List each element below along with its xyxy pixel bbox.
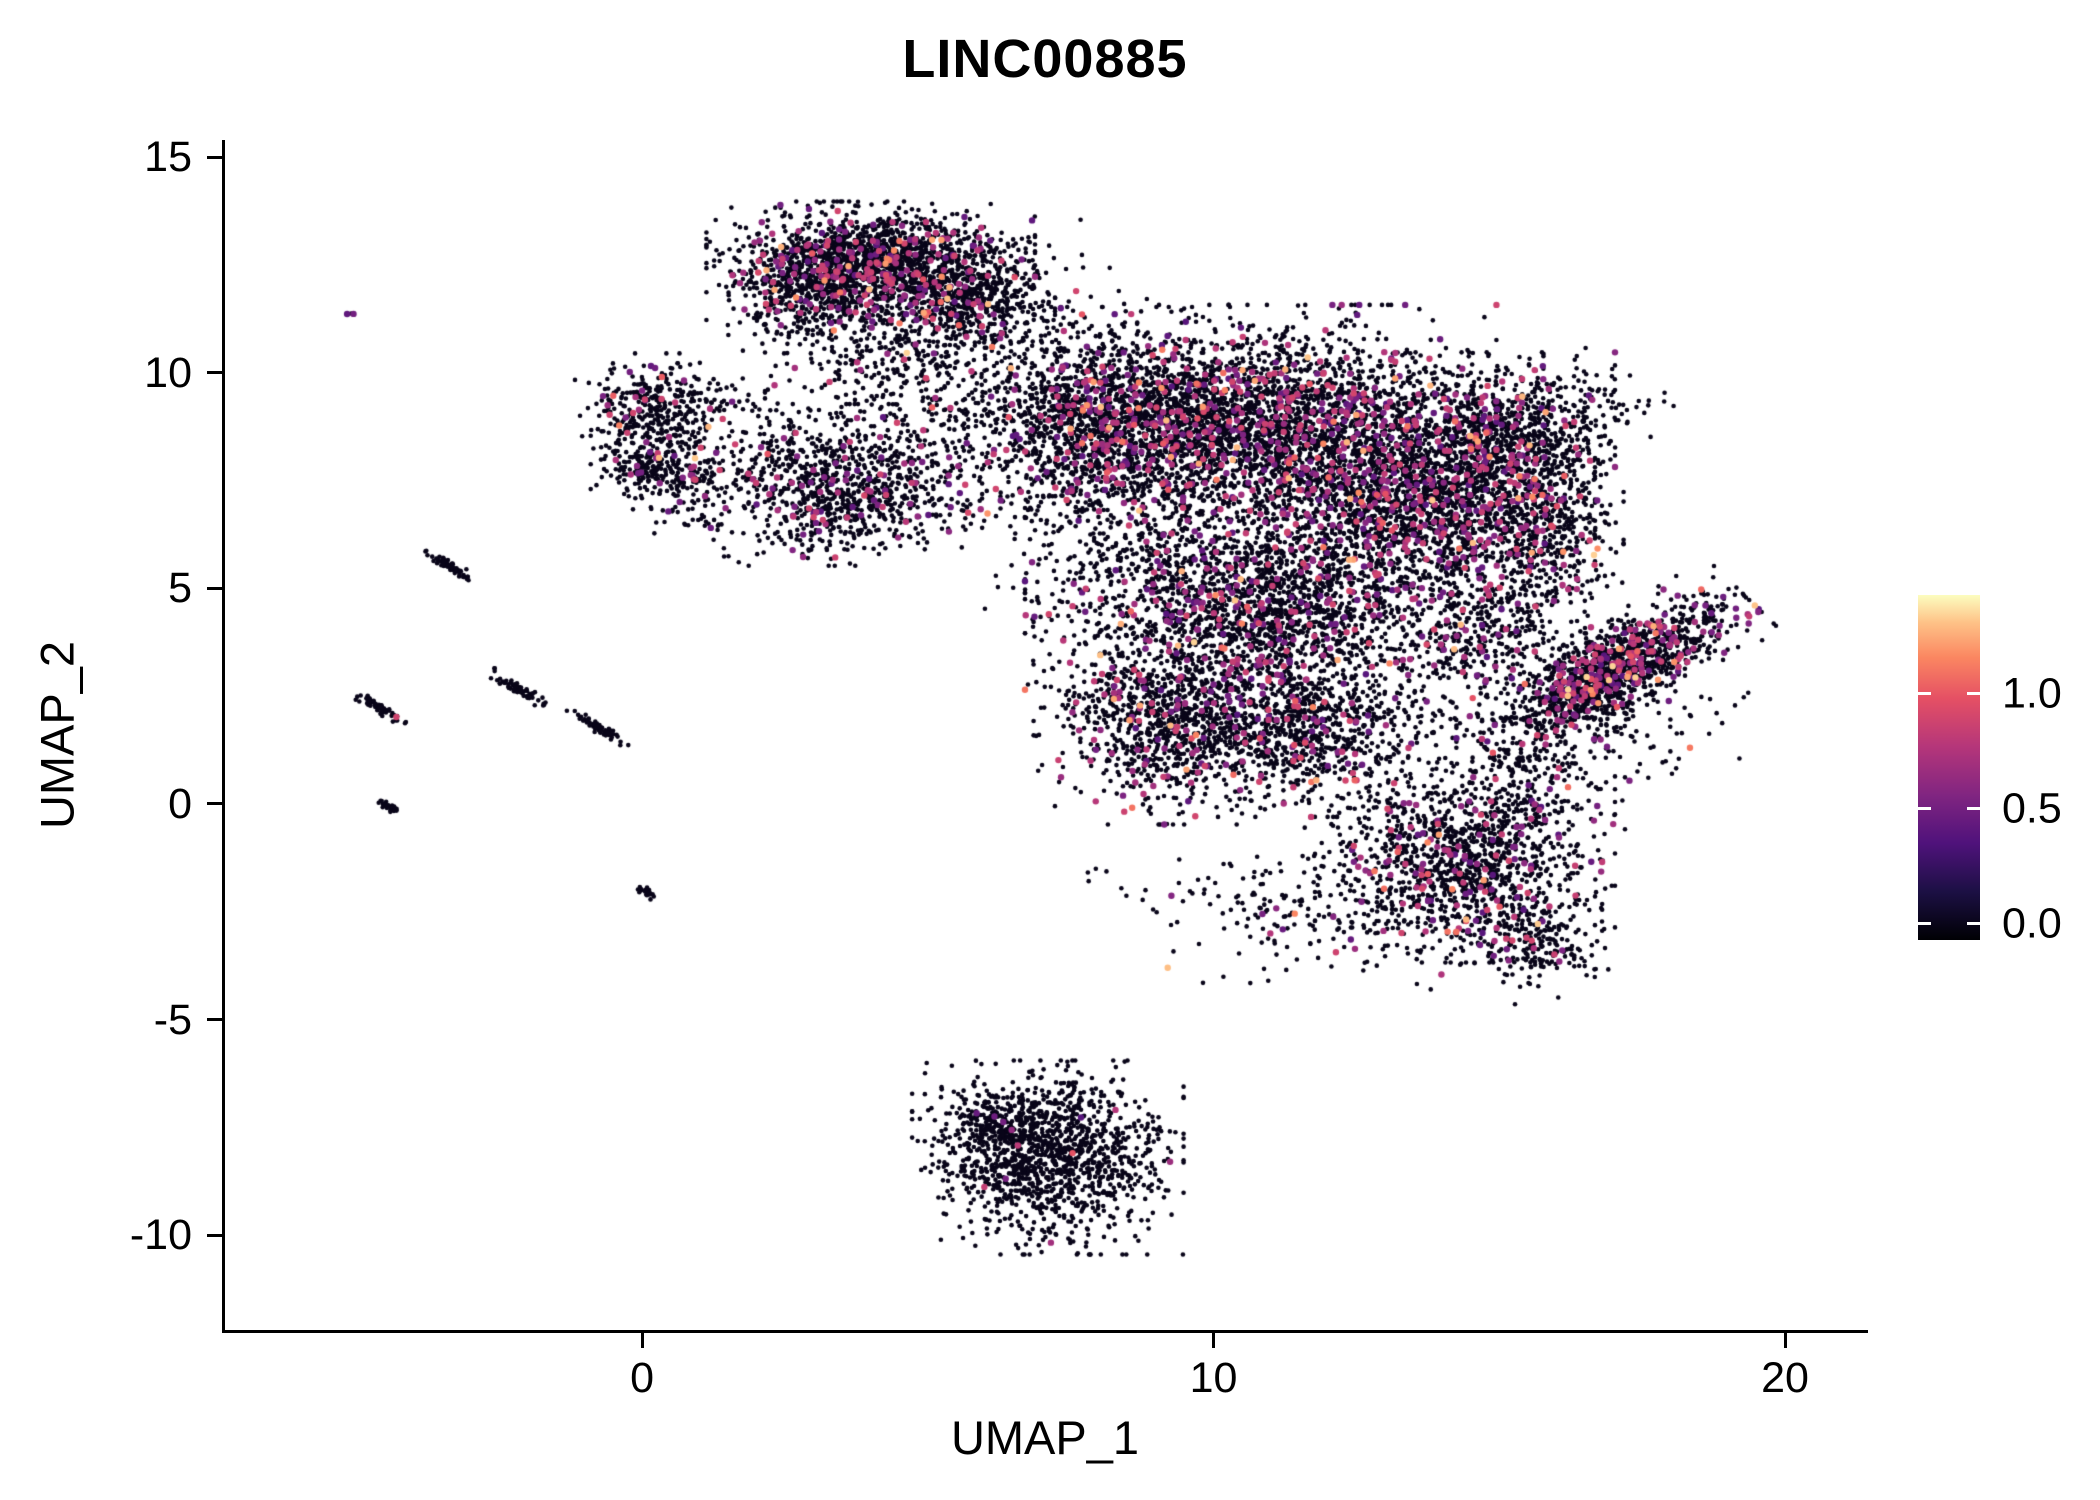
colorbar [1918, 595, 1980, 940]
chart-title: LINC00885 [902, 29, 1188, 89]
y-axis-tick-label: -10 [129, 1211, 192, 1260]
colorbar-tick [1918, 807, 1931, 811]
y-axis-tick-label: 15 [144, 133, 192, 182]
colorbar-tick [1918, 692, 1931, 696]
colorbar-tick [1967, 807, 1980, 811]
y-axis-title: UMAP_2 [30, 640, 84, 830]
colorbar-tick-label: 0.5 [2002, 784, 2062, 833]
colorbar-tick [1967, 922, 1980, 926]
y-axis-tick [207, 586, 222, 590]
y-axis-tick [207, 371, 222, 375]
plot-area [225, 140, 1865, 1330]
y-axis-tick [207, 802, 222, 806]
x-axis-tick [1212, 1333, 1216, 1348]
x-axis-tick-label: 0 [630, 1354, 655, 1402]
y-axis-tick-label: 5 [168, 564, 192, 613]
y-axis-tick [207, 155, 222, 159]
y-axis-tick-label: 0 [168, 779, 192, 828]
scatter-canvas [225, 140, 1865, 1330]
x-axis-tick-label: 10 [1189, 1354, 1238, 1402]
x-axis-tick [640, 1333, 644, 1348]
colorbar-tick [1967, 692, 1980, 696]
x-axis-tick [1783, 1333, 1787, 1348]
colorbar-tick-label: 1.0 [2002, 669, 2062, 718]
y-axis-tick-label: 10 [144, 348, 192, 397]
x-axis-title: UMAP_1 [950, 1411, 1140, 1464]
y-axis-line [222, 140, 225, 1333]
colorbar-tick [1918, 922, 1931, 926]
x-axis-tick-label: 20 [1761, 1354, 1809, 1402]
colorbar-tick-label: 0.0 [2002, 899, 2062, 948]
x-axis-line [222, 1330, 1868, 1333]
y-axis-tick [207, 1018, 222, 1022]
y-axis-tick-label: -5 [153, 995, 192, 1044]
y-axis-tick [207, 1233, 222, 1237]
